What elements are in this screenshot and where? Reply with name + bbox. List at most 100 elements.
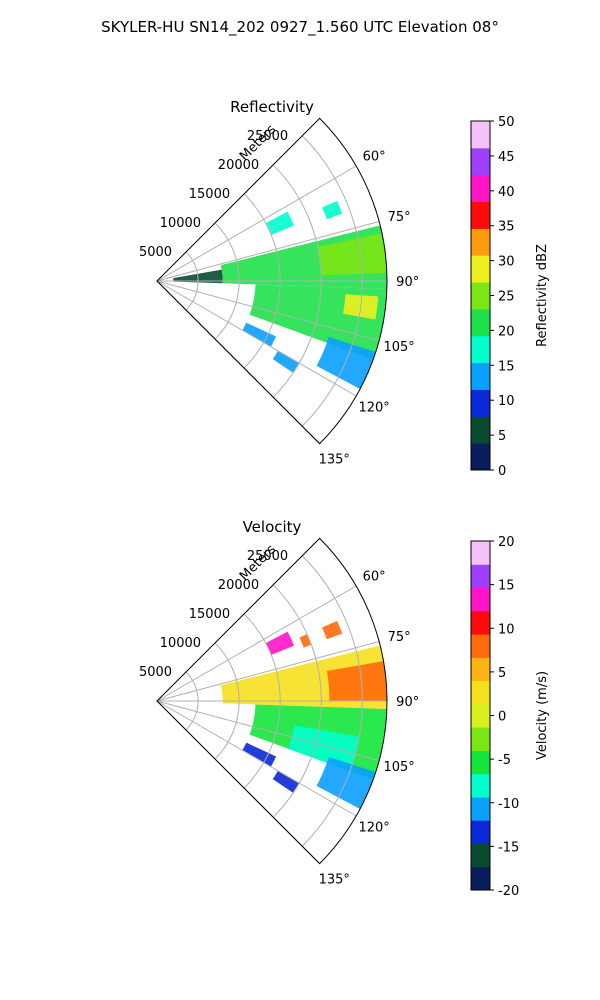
range-tick-label-10000: 10000 bbox=[160, 216, 201, 231]
colorbar-swatch-6 bbox=[471, 750, 490, 775]
azimuth-spoke-75 bbox=[156, 640, 380, 702]
echo-region-9 bbox=[242, 322, 277, 347]
range-tick-label-20000: 20000 bbox=[218, 578, 259, 593]
labels-layer-reflectivity: 5000 10000 15000 20000 25000 60° 75° 90° 105° 120… bbox=[139, 129, 419, 467]
sector-frame bbox=[156, 537, 388, 865]
colorbar-label: Reflectivity dBZ bbox=[535, 244, 550, 347]
colorbar-tick-label-10: 10 bbox=[498, 394, 515, 409]
colorbar-swatch-9 bbox=[471, 228, 490, 256]
echo-region-10 bbox=[272, 770, 300, 793]
colorbar-tick-label-15: 15 bbox=[498, 579, 515, 594]
colorbar-tick-label-25: 25 bbox=[498, 290, 515, 305]
azimuth-spoke-105 bbox=[156, 280, 380, 342]
echo-region-9 bbox=[242, 742, 277, 767]
azimuth-spoke-105 bbox=[156, 700, 380, 762]
panel-title-reflectivity: Reflectivity bbox=[230, 98, 314, 116]
colorbar-tick-label-40: 40 bbox=[498, 185, 515, 200]
colorbar-velocity: -20 -15 -10 -5 0 5 10 15 20 Velocity (m/s) bbox=[470, 535, 550, 899]
azimuth-tick-label-105: 105° bbox=[383, 760, 414, 775]
azimuth-tick-label-90: 90° bbox=[396, 695, 419, 710]
echo-region-5 bbox=[316, 756, 376, 809]
azimuth-tick-label-120: 120° bbox=[358, 400, 389, 415]
echo-region-6 bbox=[265, 631, 295, 655]
colorbar-swatch-10 bbox=[471, 657, 490, 682]
colorbar-swatch-7 bbox=[471, 282, 490, 310]
panel-velocity: Velocity 5000 10000 15000 20000 25000 60° 75° 9… bbox=[139, 518, 550, 899]
colorbar-swatch-10 bbox=[471, 201, 490, 229]
azimuth-tick-label-90: 90° bbox=[396, 275, 419, 290]
panel-title-velocity: Velocity bbox=[243, 518, 302, 536]
colorbar-swatch-7 bbox=[471, 727, 490, 751]
range-tick-label-15000: 15000 bbox=[189, 187, 230, 202]
colorbar-tick-label-45: 45 bbox=[498, 150, 515, 165]
range-tick-label-5000: 5000 bbox=[139, 245, 172, 260]
colorbar-tick-label-30: 30 bbox=[498, 255, 515, 270]
echo-region-2 bbox=[326, 661, 387, 701]
azimuth-tick-label-105: 105° bbox=[383, 340, 414, 355]
colorbar-swatch-13 bbox=[471, 121, 490, 149]
colorbar-tick-label-20: 20 bbox=[498, 535, 515, 550]
azimuth-spoke-60 bbox=[156, 585, 357, 702]
colorbar-swatch-5 bbox=[471, 773, 490, 798]
colorbar-swatch-13 bbox=[471, 587, 490, 612]
azimuth-tick-label-135: 135° bbox=[319, 872, 350, 887]
colorbar-tick-label-50: 50 bbox=[498, 115, 515, 130]
azimuth-tick-label-135: 135° bbox=[319, 452, 350, 467]
echo-region-5 bbox=[316, 336, 376, 389]
colorbar-swatch-1 bbox=[471, 443, 490, 471]
range-tick-label-15000: 15000 bbox=[189, 607, 230, 622]
echo-region-4 bbox=[288, 725, 360, 772]
colorbar-label: Velocity (m/s) bbox=[535, 671, 550, 760]
panel-reflectivity: Reflectivity 5000 10000 15000 20000 25000 60°… bbox=[139, 98, 550, 479]
colorbar-tick-label--5: -5 bbox=[498, 753, 511, 768]
colorbar-tick-label-10: 10 bbox=[498, 622, 515, 637]
echo-layer-velocity bbox=[220, 620, 387, 809]
range-tick-label-10000: 10000 bbox=[160, 636, 201, 651]
colorbar-swatch-2 bbox=[471, 843, 490, 868]
azimuth-tick-label-75: 75° bbox=[388, 210, 411, 225]
echo-layer-reflectivity bbox=[173, 200, 387, 389]
colorbar-swatch-11 bbox=[471, 174, 490, 203]
echo-region-7 bbox=[322, 200, 343, 220]
azimuth-spoke-120 bbox=[156, 280, 357, 397]
colorbar-swatch-11 bbox=[471, 634, 490, 658]
sector-frame bbox=[156, 117, 388, 445]
echo-region-6 bbox=[265, 211, 295, 235]
azimuth-tick-label-120: 120° bbox=[358, 820, 389, 835]
range-tick-label-25000: 25000 bbox=[247, 549, 288, 564]
echo-region-10 bbox=[272, 350, 300, 373]
colorbar-swatch-8 bbox=[471, 255, 490, 283]
azimuth-tick-label-75: 75° bbox=[388, 630, 411, 645]
figure-title: SKYLER-HU SN14_202 0927_1.560 UTC Elevat… bbox=[101, 18, 499, 37]
colorbar-tick-label-5: 5 bbox=[498, 429, 506, 444]
colorbar-tick-label-0: 0 bbox=[498, 710, 506, 725]
azimuth-spoke-120 bbox=[156, 700, 357, 817]
colorbar-tick-label-5: 5 bbox=[498, 666, 506, 681]
colorbar-tick-label--15: -15 bbox=[498, 840, 519, 855]
colorbar-tick-label-35: 35 bbox=[498, 220, 515, 235]
colorbar-swatch-3 bbox=[471, 389, 490, 417]
colorbar-swatch-1 bbox=[471, 866, 490, 891]
azimuth-tick-label-60: 60° bbox=[363, 570, 386, 585]
colorbar-swatch-15 bbox=[471, 541, 490, 565]
colorbar-swatch-5 bbox=[471, 335, 490, 364]
colorbar-tick-label-20: 20 bbox=[498, 324, 515, 339]
colorbar-tick-label--20: -20 bbox=[498, 884, 519, 899]
azimuth-tick-label-60: 60° bbox=[363, 150, 386, 165]
grid-layer-velocity bbox=[156, 537, 388, 865]
colorbar-tick-label-15: 15 bbox=[498, 359, 515, 374]
range-tick-label-5000: 5000 bbox=[139, 665, 172, 680]
colorbar-swatch-8 bbox=[471, 703, 490, 728]
colorbar-swatch-4 bbox=[471, 362, 490, 390]
range-tick-label-20000: 20000 bbox=[218, 158, 259, 173]
colorbar-reflectivity: 0 5 10 15 20 25 30 35 40 45 50 Reflectivity dBZ bbox=[470, 115, 550, 479]
echo-region-2 bbox=[317, 233, 387, 276]
colorbar-tick-label--10: -10 bbox=[498, 797, 519, 812]
colorbar-swatch-12 bbox=[471, 610, 490, 635]
grid-layer-reflectivity bbox=[156, 117, 388, 445]
azimuth-spoke-60 bbox=[156, 165, 357, 282]
azimuth-spoke-75 bbox=[156, 220, 380, 282]
colorbar-swatch-14 bbox=[471, 564, 490, 589]
colorbar-swatch-4 bbox=[471, 796, 490, 821]
